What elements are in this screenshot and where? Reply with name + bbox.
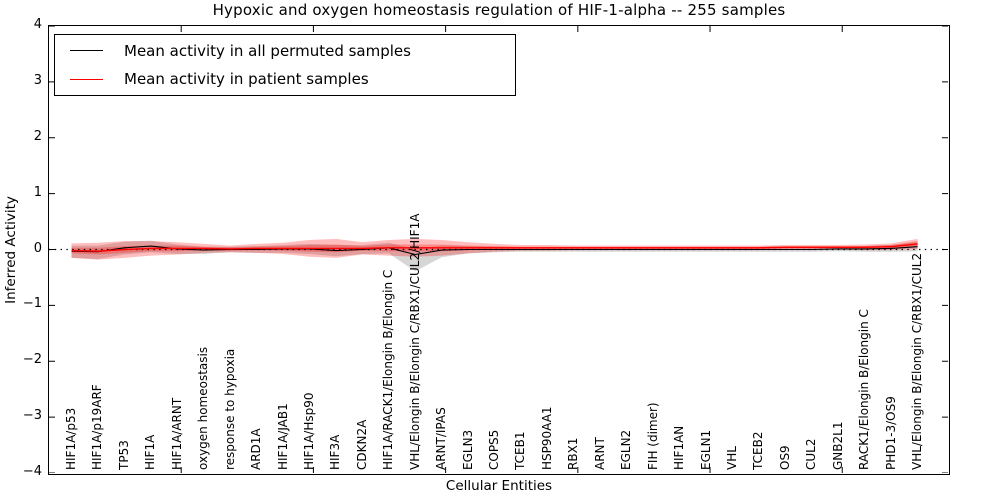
legend-line-sample-permuted [70, 50, 103, 52]
legend-item-label: Mean activity in all permuted samples [124, 41, 411, 60]
plot-area: HIF1A/p53 HIF1A/p19ARF TP53 HIF1A HIF1A/ARNT… [48, 25, 950, 475]
y-tick-label: 0 [33, 240, 42, 256]
y-tick-label: 2 [33, 128, 42, 144]
legend-item-patient: Mean activity in patient samples [55, 66, 515, 92]
legend: Mean activity in all permuted samples Me… [54, 34, 516, 96]
y-tick-label: 3 [33, 72, 42, 88]
y-tick-label: −2 [22, 352, 42, 368]
y-tick-label: −3 [22, 408, 42, 424]
y-tick-label: 1 [33, 184, 42, 200]
permuted-mean-line [71, 245, 918, 256]
y-tick-label: −1 [22, 296, 42, 312]
y-tick-label: 4 [33, 17, 42, 32]
x-axis-label: Cellular Entities [445, 478, 553, 494]
y-tick-label: −4 [22, 464, 42, 479]
legend-item-label: Mean activity in patient samples [124, 70, 369, 89]
chart-title: Hypoxic and oxygen homeostasis regulatio… [212, 1, 786, 19]
chart-canvas [49, 26, 948, 473]
patient-mean-line [71, 243, 918, 252]
legend-item-permuted: Mean activity in all permuted samples [55, 38, 515, 64]
legend-line-sample-patient [70, 78, 103, 80]
